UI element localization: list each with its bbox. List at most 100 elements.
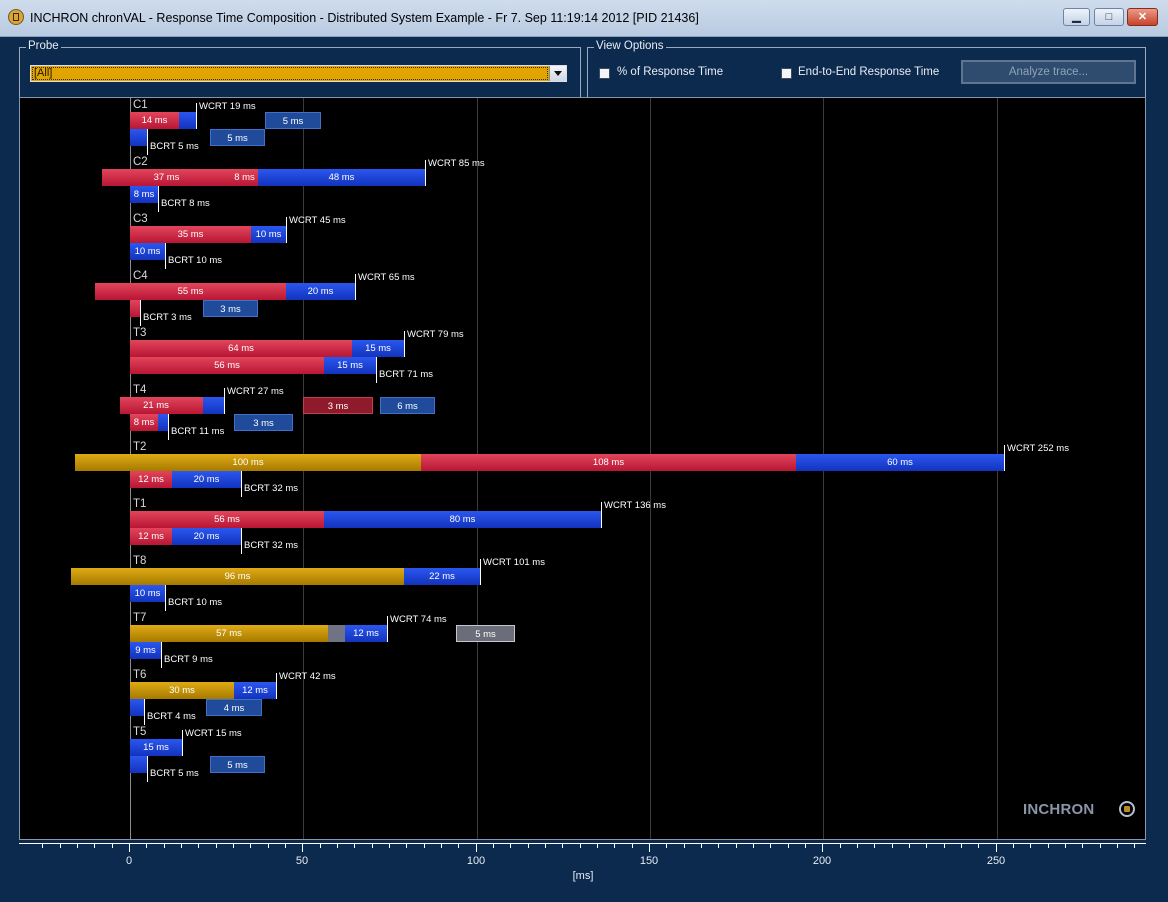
minor-tick xyxy=(354,843,355,848)
bar-segment: 20 ms xyxy=(172,528,241,545)
bar-segment: 35 ms xyxy=(130,226,251,243)
major-tick xyxy=(822,843,823,852)
minor-tick xyxy=(788,843,789,848)
bar-segment: 12 ms xyxy=(130,528,172,545)
minor-tick xyxy=(389,843,390,848)
wcrt-marker xyxy=(601,502,602,528)
minor-tick xyxy=(666,843,667,848)
row-label: T5 xyxy=(133,726,147,738)
minor-tick xyxy=(337,843,338,848)
minor-tick xyxy=(1013,843,1014,848)
minor-tick xyxy=(1100,843,1101,848)
row-label: T7 xyxy=(133,612,147,624)
minimize-button[interactable]: ▁ xyxy=(1063,8,1090,26)
bar-segment xyxy=(130,699,144,716)
detail-bar: 5 ms xyxy=(456,625,515,642)
wcrt-label: WCRT 42 ms xyxy=(279,671,336,682)
minor-tick xyxy=(112,843,113,848)
probe-select[interactable]: [All] xyxy=(30,65,567,82)
minor-tick xyxy=(42,843,43,848)
client-area: Probe [All] View Options % of Response T… xyxy=(8,37,1160,895)
row-label: C2 xyxy=(133,156,148,168)
row-label: T6 xyxy=(133,669,147,681)
minor-tick xyxy=(268,843,269,848)
minor-tick xyxy=(1117,843,1118,848)
minor-tick xyxy=(1030,843,1031,848)
bar-segment xyxy=(203,397,224,414)
view-options-group: View Options % of Response Time End-to-E… xyxy=(587,40,1146,99)
minor-tick xyxy=(684,843,685,848)
row-label: T1 xyxy=(133,498,147,510)
detail-bar: 5 ms xyxy=(210,756,265,773)
bcrt-marker xyxy=(241,471,242,497)
bar-segment: 12 ms xyxy=(130,471,172,488)
x-axis-line xyxy=(19,843,1146,844)
minor-tick xyxy=(1082,843,1083,848)
window-title: INCHRON chronVAL - Response Time Composi… xyxy=(30,11,699,25)
probe-select-focus xyxy=(32,67,548,80)
maximize-button[interactable]: □ xyxy=(1094,8,1124,26)
detail-bar: 3 ms xyxy=(234,414,293,431)
minor-tick xyxy=(216,843,217,848)
bar-segment: 108 ms xyxy=(421,454,796,471)
minor-tick xyxy=(961,843,962,848)
bar-segment: 21 ms xyxy=(120,397,192,414)
chevron-down-icon[interactable] xyxy=(549,66,566,81)
bar-segment: 15 ms xyxy=(130,739,182,756)
wcrt-label: WCRT 79 ms xyxy=(407,329,464,340)
x-tick-label: 100 xyxy=(466,855,486,867)
bcrt-marker xyxy=(147,129,148,155)
close-button[interactable]: ✕ xyxy=(1127,8,1158,26)
minor-tick xyxy=(493,843,494,848)
bar-segment: 64 ms xyxy=(130,340,352,357)
bcrt-marker xyxy=(161,642,162,668)
major-tick xyxy=(302,843,303,852)
wcrt-marker xyxy=(425,160,426,186)
bar-segment xyxy=(179,112,196,129)
x-axis: [ms] 0 50 100 150 200 250 xyxy=(19,839,1146,882)
bar-segment: 8 ms xyxy=(130,186,158,203)
bcrt-label: BCRT 5 ms xyxy=(150,768,199,779)
row-label: C3 xyxy=(133,213,148,225)
row-label: T2 xyxy=(133,441,147,453)
bar-segment: 55 ms xyxy=(95,283,286,300)
minor-tick xyxy=(580,843,581,848)
bar-segment xyxy=(130,300,140,317)
row-label: C4 xyxy=(133,270,148,282)
minor-tick xyxy=(892,843,893,848)
bcrt-label: BCRT 32 ms xyxy=(244,483,299,494)
wcrt-marker xyxy=(224,388,225,414)
probe-group-title: Probe xyxy=(26,40,61,52)
wcrt-label: WCRT 252 ms xyxy=(1007,443,1069,454)
row-label: T4 xyxy=(133,384,147,396)
bar-segment: 80 ms xyxy=(324,511,601,528)
e2e-response-label: End-to-End Response Time xyxy=(798,66,940,78)
bcrt-marker xyxy=(168,414,169,440)
bar-segment: 15 ms xyxy=(352,340,404,357)
minor-tick xyxy=(424,843,425,848)
bcrt-label: BCRT 11 ms xyxy=(171,426,225,437)
bar-segment: 14 ms xyxy=(130,112,179,129)
minor-tick xyxy=(718,843,719,848)
minor-tick xyxy=(857,843,858,848)
wcrt-label: WCRT 74 ms xyxy=(390,614,447,625)
close-icon: ✕ xyxy=(1137,11,1148,23)
minor-tick xyxy=(441,843,442,848)
minor-tick xyxy=(874,843,875,848)
wcrt-label: WCRT 27 ms xyxy=(227,386,284,397)
bcrt-marker xyxy=(241,528,242,554)
bar-segment: 22 ms xyxy=(404,568,480,585)
percent-response-checkbox[interactable] xyxy=(599,68,610,79)
inchron-logo: INCHRON xyxy=(1023,801,1095,818)
bcrt-label: BCRT 32 ms xyxy=(244,540,299,551)
detail-bar: 3 ms xyxy=(303,397,373,414)
bar-segment xyxy=(130,756,147,773)
detail-bar: 5 ms xyxy=(265,112,321,129)
minor-tick xyxy=(406,843,407,848)
wcrt-marker xyxy=(404,331,405,357)
bar-segment: 10 ms xyxy=(251,226,286,243)
major-tick xyxy=(649,843,650,852)
e2e-response-checkbox[interactable] xyxy=(781,68,792,79)
bar-segment xyxy=(158,414,168,431)
analyze-trace-button[interactable]: Analyze trace... xyxy=(961,60,1136,84)
